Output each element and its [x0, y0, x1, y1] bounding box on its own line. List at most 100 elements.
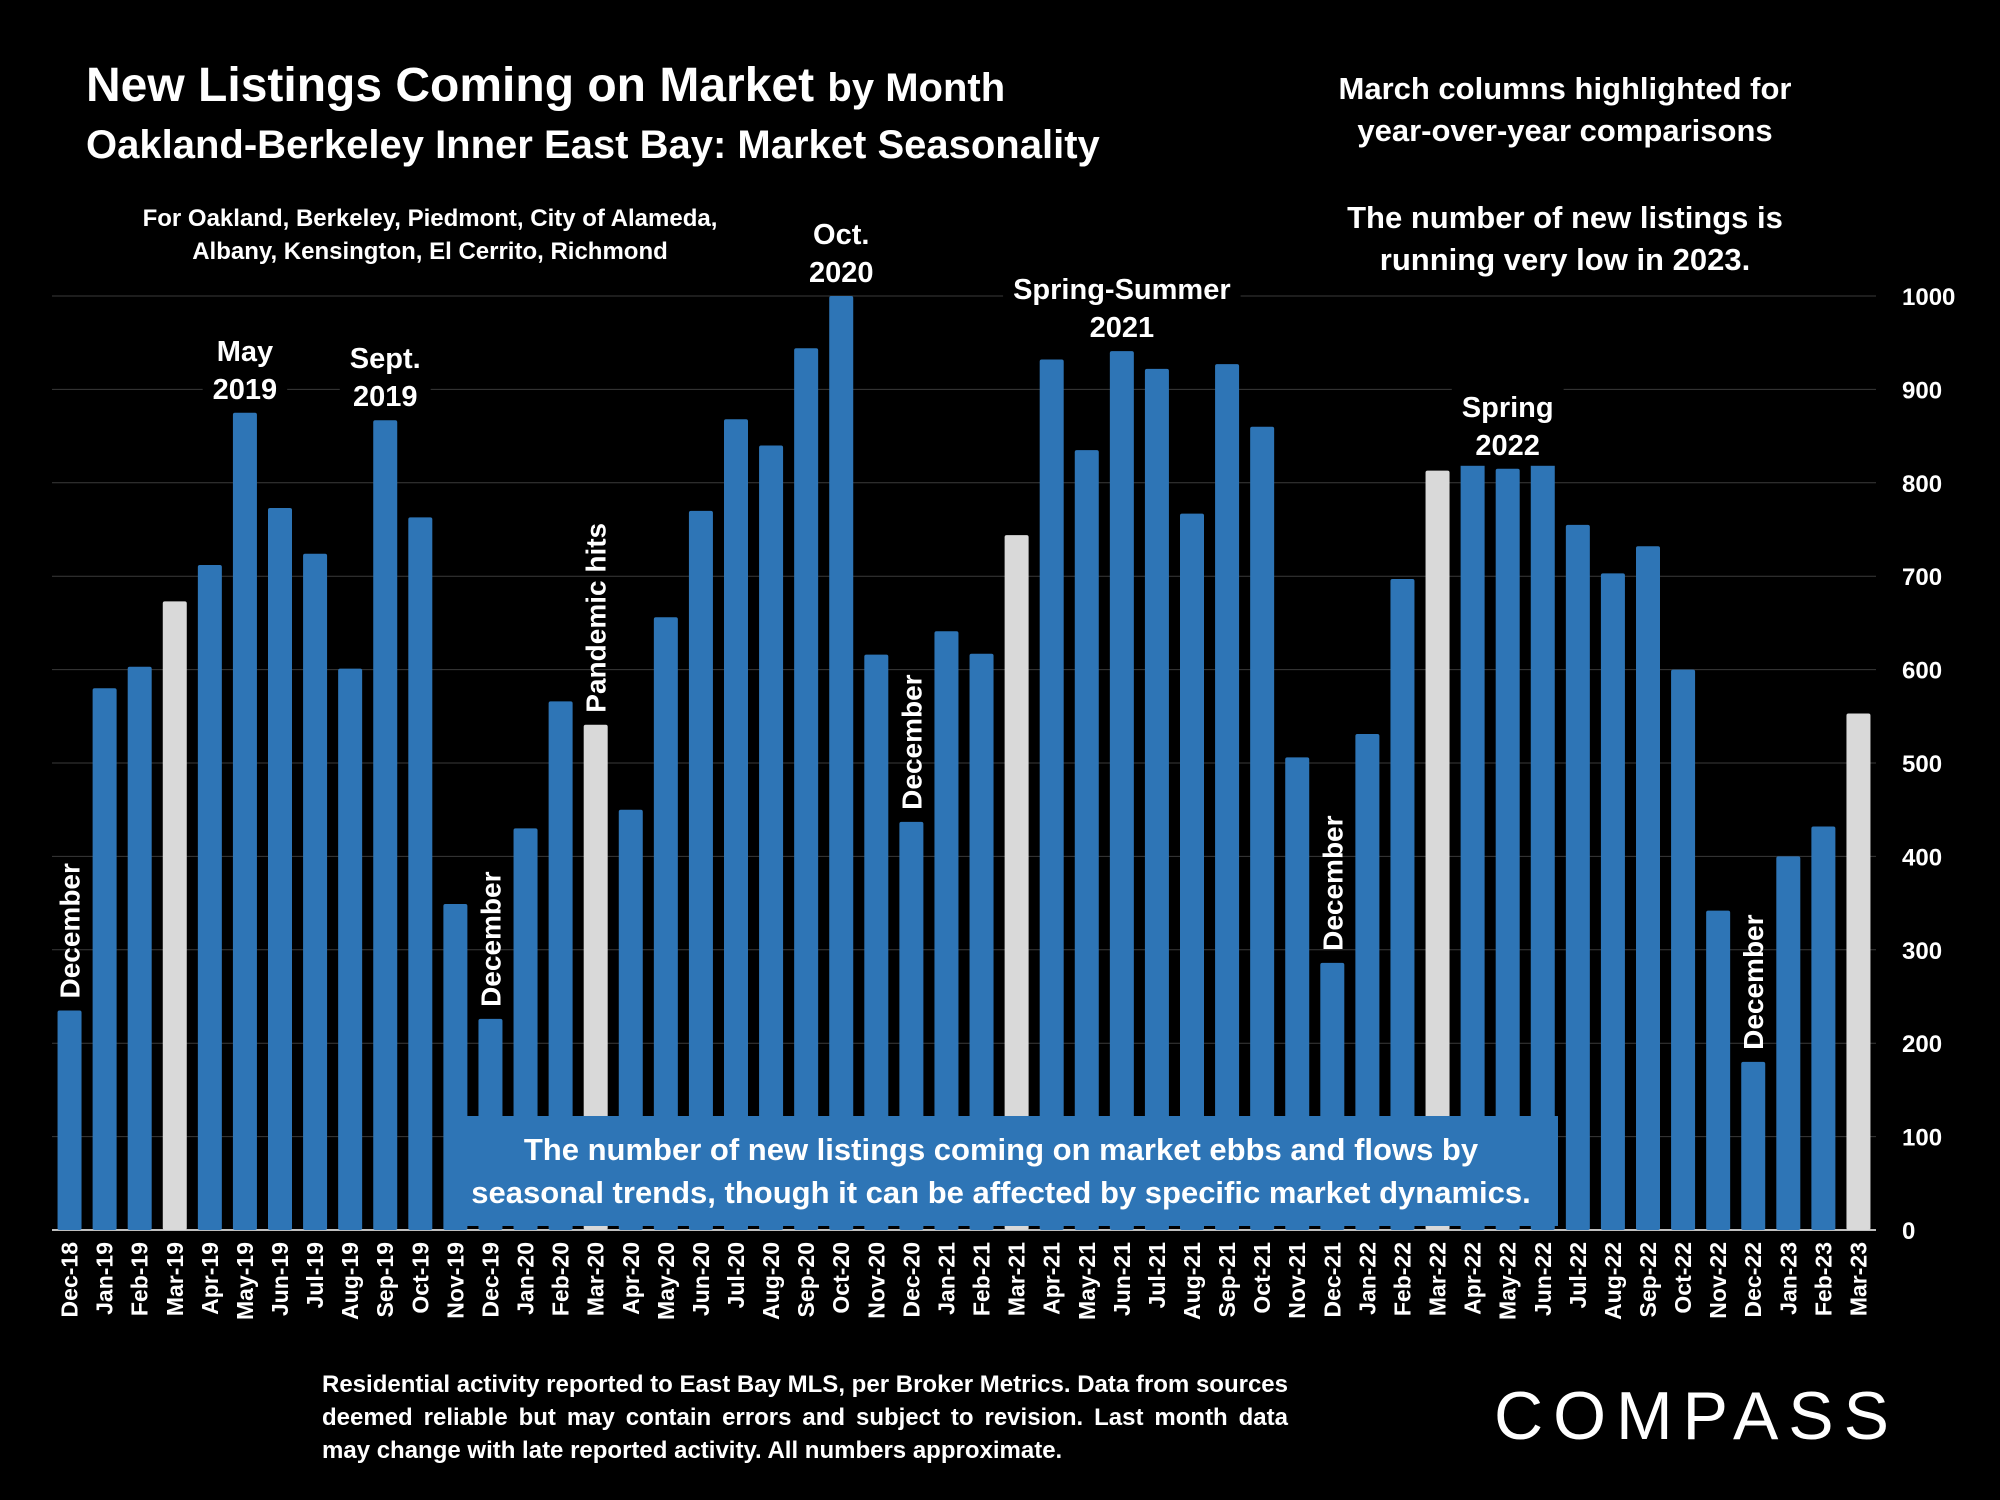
annotation-line: 2020 [809, 257, 874, 289]
x-tick-label: May-22 [1495, 1242, 1521, 1320]
bar-nov-22 [1706, 910, 1731, 1230]
bar-oct-22 [1671, 669, 1696, 1230]
compass-logo: COMPASS [1494, 1378, 1900, 1454]
y-tick-label: 500 [1902, 751, 1942, 778]
x-tick-label: Nov-20 [863, 1242, 889, 1319]
x-tick-label: Feb-23 [1810, 1242, 1836, 1316]
bar-feb-19 [127, 666, 152, 1230]
x-tick-label: Aug-21 [1179, 1242, 1205, 1320]
y-tick-label: 400 [1902, 844, 1942, 871]
y-tick-label: 200 [1902, 1031, 1942, 1058]
annotations: December May 2019 Sept. 2019 December Pandemic… [55, 215, 1769, 1050]
region-note-line2: Albany, Kensington, El Cerrito, Richmond [192, 238, 668, 265]
annotation-backing [202, 331, 288, 410]
annotation-pandemic-hits: Pandemic hits [581, 523, 612, 713]
x-tick-label: Apr-22 [1460, 1242, 1486, 1315]
chart-subtitle: Oakland-Berkeley Inner East Bay: Market … [86, 123, 1100, 167]
x-tick-label: Jan-19 [92, 1242, 118, 1315]
bar-dec-18 [57, 1010, 82, 1230]
x-tick-label: Mar-22 [1425, 1242, 1451, 1316]
bar-feb-20 [548, 701, 573, 1230]
y-tick-label: 600 [1902, 658, 1942, 685]
annotation-line: 2021 [1090, 312, 1155, 344]
callout-box: The number of new listings coming on mar… [444, 1116, 1558, 1226]
annotation-december: December [896, 674, 927, 810]
annotation-line: Oct. [813, 219, 869, 251]
annotation-backing [339, 339, 431, 418]
annotation-line: 2022 [1475, 430, 1540, 462]
x-tick-label: Dec-20 [898, 1242, 924, 1317]
x-tick-label: Mar-23 [1845, 1242, 1871, 1316]
annotation-line: Spring-Summer [1013, 274, 1231, 306]
x-tick-label: Mar-20 [583, 1242, 609, 1316]
annotation-line: 2019 [353, 381, 418, 413]
annotation-may-2019: May 2019 [213, 336, 278, 406]
bar-jan-21 [934, 631, 959, 1230]
y-tick-label: 300 [1902, 938, 1942, 965]
bar-feb-23 [1811, 826, 1836, 1230]
x-tick-label: Feb-20 [548, 1242, 574, 1316]
x-tick-label: Feb-19 [127, 1242, 153, 1316]
bar-apr-19 [197, 564, 222, 1230]
bar-may-20 [653, 617, 678, 1230]
x-axis-ticks: Dec-18 Jan-19 Feb-19 Mar-19 Apr-19 May-19 Jun-… [57, 1242, 1872, 1320]
bar-apr-21 [1039, 359, 1064, 1231]
bar-jul-19 [303, 553, 328, 1230]
bar-sep-20 [794, 348, 819, 1231]
x-tick-label: Nov-19 [442, 1242, 468, 1319]
annotation-line: Spring [1462, 392, 1554, 424]
x-tick-label: Jul-20 [723, 1242, 749, 1308]
bar-mar-23 [1846, 713, 1871, 1230]
annotation-backing [798, 215, 884, 293]
bar-may-19 [232, 412, 257, 1230]
y-tick-label: 0 [1902, 1218, 1915, 1245]
low-note-line1: The number of new listings is [1347, 200, 1783, 235]
bar-nov-21 [1285, 757, 1310, 1230]
y-tick-label: 100 [1902, 1125, 1942, 1152]
x-tick-label: Oct-19 [407, 1242, 433, 1314]
chart-title-main: New Listings Coming on Market [86, 59, 815, 112]
y-tick-label: 900 [1902, 377, 1942, 404]
x-tick-label: Dec-19 [477, 1242, 503, 1317]
x-tick-label: Oct-21 [1249, 1242, 1275, 1314]
region-note-line1: For Oakland, Berkeley, Piedmont, City of… [142, 205, 718, 232]
annotation-sept-2019: Sept. 2019 [350, 343, 421, 413]
chart-title: New Listings Coming on Market by Month [86, 56, 1266, 118]
bar-sep-22 [1636, 546, 1660, 1230]
x-tick-label: Jan-22 [1354, 1242, 1380, 1315]
bar-mar-19 [162, 601, 187, 1230]
x-tick-label: Jun-20 [688, 1242, 714, 1316]
x-tick-label: Apr-19 [197, 1242, 223, 1315]
x-tick-label: Dec-21 [1319, 1242, 1345, 1318]
callout-line2: seasonal trends, though it can be affect… [471, 1175, 1531, 1210]
y-tick-label: 700 [1902, 564, 1942, 591]
x-tick-label: Feb-22 [1389, 1242, 1415, 1316]
bar-mar-20 [583, 724, 608, 1230]
bar-oct-21 [1250, 426, 1275, 1230]
x-tick-label: Sep-20 [793, 1242, 819, 1317]
march-highlight-note: March columns highlighted for year-over-… [1290, 68, 1840, 152]
annotation-december: December [475, 871, 506, 1007]
x-tick-label: Jul-21 [1144, 1242, 1170, 1309]
chart-title-suffix: by Month [827, 66, 1006, 110]
annotation-spring-2022: Spring 2022 [1462, 392, 1554, 462]
bar-may-22 [1495, 468, 1520, 1230]
bar-jun-20 [688, 510, 713, 1230]
annotation-backing [1451, 387, 1564, 466]
x-tick-label: Aug-19 [337, 1242, 363, 1320]
region-note: For Oakland, Berkeley, Piedmont, City of… [120, 202, 740, 268]
x-tick-label: Jan-20 [513, 1242, 539, 1315]
x-tick-label: Jan-23 [1775, 1242, 1801, 1315]
bar-oct-19 [408, 517, 433, 1230]
bar-jun-19 [268, 508, 292, 1230]
low-listings-note: The number of new listings is running ve… [1290, 197, 1840, 281]
annotation-december: December [55, 863, 86, 999]
x-tick-label: Apr-21 [1039, 1242, 1065, 1315]
march-note-line1: March columns highlighted for [1338, 71, 1792, 106]
annotation-oct-2020: Oct. 2020 [809, 219, 874, 289]
x-tick-label: Jun-19 [267, 1242, 293, 1316]
march-note-line2: year-over-year comparisons [1357, 113, 1773, 148]
bar-jan-19 [92, 688, 117, 1230]
x-tick-label: Aug-20 [758, 1242, 784, 1320]
bar-sep-19 [373, 420, 398, 1230]
